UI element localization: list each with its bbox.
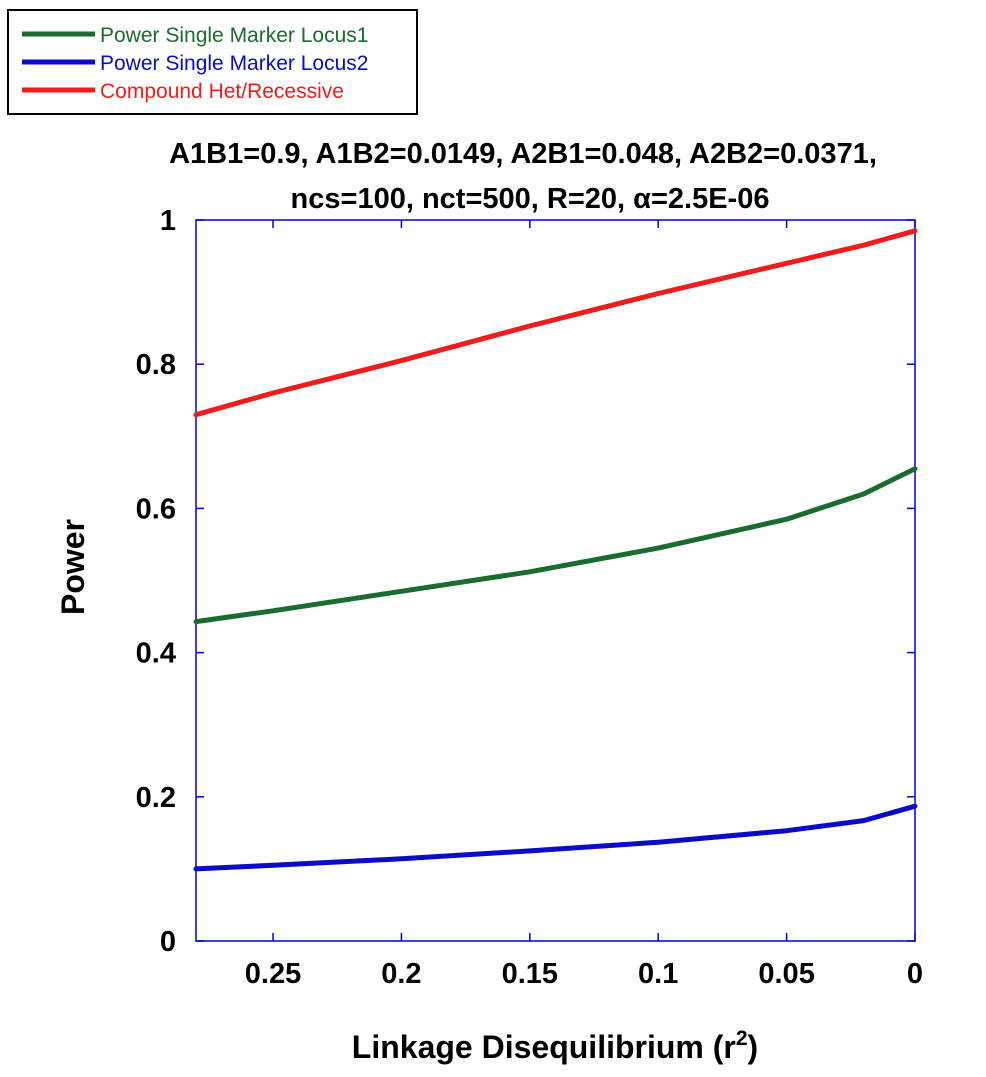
- x-axis-label: Linkage Disequilibrium (r2): [352, 1027, 758, 1065]
- series-line-1: [193, 466, 918, 625]
- x-tick-label: 0.15: [502, 958, 558, 990]
- x-tick-label: 0.2: [381, 958, 421, 990]
- x-axis-label-superscript: 2: [736, 1027, 748, 1050]
- legend: Power Single Marker Locus1 Power Single …: [7, 9, 418, 115]
- y-tick-label: 0: [160, 926, 176, 958]
- y-tick-label: 0.8: [136, 349, 176, 381]
- legend-label-1: Power Single Marker Locus1: [100, 24, 368, 47]
- x-axis: 0.25 0.2 0.15 0.1 0.05 0: [245, 220, 923, 990]
- y-tick-label: 0.6: [136, 493, 176, 525]
- y-tick-label: 1: [160, 205, 176, 237]
- x-tick-label: 0: [907, 958, 923, 990]
- chart-title-line-1: A1B1=0.9, A1B2=0.0149, A2B1=0.048, A2B2=…: [169, 138, 877, 170]
- series-line-3: [193, 228, 918, 418]
- series-line-2: [193, 803, 918, 872]
- x-tick-label: 0.25: [245, 958, 301, 990]
- x-axis-label-close: ): [748, 1029, 759, 1065]
- x-tick-label: 0.05: [758, 958, 814, 990]
- legend-label-3: Compound Het/Recessive: [100, 80, 344, 103]
- x-tick-label: 0.1: [638, 958, 678, 990]
- y-axis-label: Power: [55, 519, 91, 615]
- legend-label-2: Power Single Marker Locus2: [100, 52, 368, 75]
- plot-area: [195, 219, 916, 942]
- y-tick-label: 0.2: [136, 782, 176, 814]
- y-tick-label: 0.4: [136, 638, 176, 670]
- chart-title-line-2: ncs=100, nct=500, R=20, α=2.5E-06: [291, 183, 770, 215]
- x-axis-label-main: Linkage Disequilibrium (r: [352, 1029, 736, 1065]
- y-axis: 0 0.2 0.4 0.6 0.8 1: [136, 205, 915, 958]
- series-lines: [193, 228, 918, 872]
